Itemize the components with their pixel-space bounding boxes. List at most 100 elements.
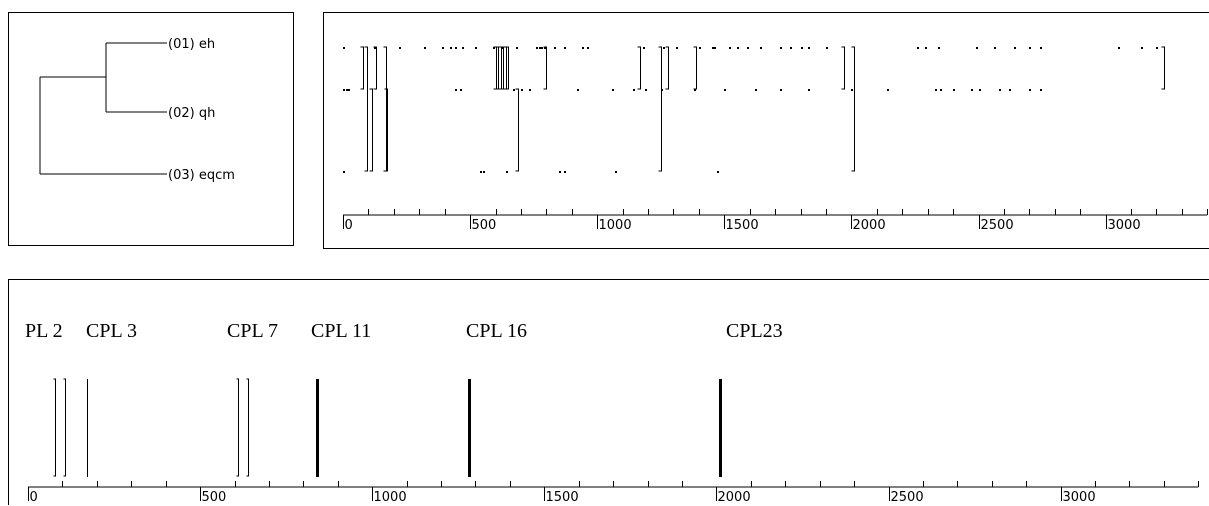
alignment-bracket bbox=[515, 88, 519, 172]
alignment-dot bbox=[1156, 47, 1158, 49]
dendrogram: (01) eh (02) qh (03) eqcm bbox=[39, 37, 235, 183]
alignment-dot bbox=[801, 47, 803, 49]
bottom-axis-tick-label: 2500 bbox=[891, 490, 924, 505]
alignment-dot bbox=[544, 47, 546, 49]
alignment-dot bbox=[737, 47, 739, 49]
alignment-bracket bbox=[693, 46, 697, 90]
alignment-dot bbox=[999, 89, 1001, 91]
alignment-bracket bbox=[373, 46, 377, 90]
bottom-axis-tick-label: 2000 bbox=[718, 490, 751, 505]
alignment-bracket bbox=[658, 46, 662, 172]
alignment-dot bbox=[480, 171, 482, 173]
bottom-axis-tick-label: 1000 bbox=[374, 490, 407, 505]
alignment-dot bbox=[424, 47, 426, 49]
alignment-dot bbox=[483, 171, 485, 173]
top-axis-tick-label: 0 bbox=[345, 218, 353, 233]
leaf-label-qh: (02) qh bbox=[168, 106, 215, 121]
alignment-bracket bbox=[505, 46, 509, 90]
bottom-axis: 0 500 1000 1500 2000 2500 3000 bbox=[28, 481, 1199, 505]
alignment-dot bbox=[1141, 47, 1143, 49]
top-axis-tick-label: 500 bbox=[472, 218, 497, 233]
alignment-dot bbox=[455, 47, 457, 49]
alignment-dot bbox=[645, 89, 647, 91]
alignment-dot bbox=[676, 47, 678, 49]
alignment-dot bbox=[462, 47, 464, 49]
cluster-panel: PL 2 CPL 3 CPL 7 CPL 11 CPL 16 CPL23 0 500 1000… bbox=[8, 279, 1209, 505]
alignment-dot bbox=[780, 89, 782, 91]
top-axis-tick-label: 2500 bbox=[981, 218, 1014, 233]
bottom-axis-tick-label: 0 bbox=[30, 490, 38, 505]
alignment-dot bbox=[615, 171, 617, 173]
alignment-dot bbox=[887, 89, 889, 91]
alignment-dot bbox=[536, 47, 538, 49]
alignment-dot bbox=[1040, 47, 1042, 49]
alignment-dot bbox=[714, 47, 716, 49]
alignment-dot bbox=[506, 171, 508, 173]
alignment-dot bbox=[374, 47, 376, 49]
alignment-dot bbox=[935, 89, 937, 91]
alignment-dot bbox=[938, 47, 940, 49]
alignment-dot bbox=[747, 47, 749, 49]
alignment-dot bbox=[717, 171, 719, 173]
alignment-dot bbox=[460, 89, 462, 91]
alignment-dot bbox=[587, 47, 589, 49]
alignment-dot bbox=[729, 47, 731, 49]
alignment-dot bbox=[346, 89, 348, 91]
alignment-dot bbox=[1118, 47, 1120, 49]
alignment-dot bbox=[760, 47, 762, 49]
alignment-dot bbox=[755, 89, 757, 91]
alignment-dot bbox=[1009, 89, 1011, 91]
alignment-dot bbox=[612, 89, 614, 91]
alignment-dot bbox=[348, 89, 350, 91]
alignment-dot bbox=[1040, 89, 1042, 91]
alignment-dot bbox=[808, 47, 810, 49]
alignment-dot bbox=[917, 47, 919, 49]
alignment-dot bbox=[1029, 47, 1031, 49]
alignment-dot bbox=[577, 89, 579, 91]
alignment-dot bbox=[455, 89, 457, 91]
alignment-dot bbox=[529, 89, 531, 91]
top-axis: 0 500 1000 1500 2000 2500 3000 bbox=[343, 209, 1208, 233]
alignment-bracket bbox=[637, 46, 641, 90]
alignment-dot bbox=[399, 47, 401, 49]
alignment-dot bbox=[564, 47, 566, 49]
bottom-axis-tick-label: 3000 bbox=[1063, 490, 1096, 505]
alignment-bracket bbox=[665, 46, 669, 90]
alignment-dot bbox=[808, 89, 810, 91]
alignment-dot bbox=[516, 47, 518, 49]
alignment-dot bbox=[724, 89, 726, 91]
alignment-dot bbox=[1029, 89, 1031, 91]
alignment-bracket bbox=[364, 46, 368, 172]
alignment-panel: 0 500 1000 1500 2000 2500 3000 bbox=[323, 12, 1209, 249]
alignment-dot bbox=[851, 89, 853, 91]
alignment-bracket bbox=[503, 46, 507, 90]
cluster-bracket bbox=[236, 378, 239, 477]
alignment-dot bbox=[582, 47, 584, 49]
alignment-dot bbox=[643, 47, 645, 49]
dendrogram-branches bbox=[39, 42, 167, 175]
alignment-dot bbox=[979, 89, 981, 91]
top-axis-tick-label: 1500 bbox=[726, 218, 759, 233]
alignment-dot bbox=[976, 47, 978, 49]
alignment-bracket bbox=[495, 46, 499, 90]
alignment-bracket bbox=[493, 46, 497, 90]
alignment-dot bbox=[780, 47, 782, 49]
cluster-map: 0 500 1000 1500 2000 2500 3000 bbox=[28, 378, 1199, 505]
alignment-dot bbox=[475, 47, 477, 49]
bottom-axis-tick-label: 500 bbox=[202, 490, 227, 505]
cluster-label: CPL 11 bbox=[311, 320, 372, 342]
alignment-dot bbox=[971, 89, 973, 91]
alignment-bracket bbox=[383, 46, 387, 172]
top-axis-tick-label: 3000 bbox=[1108, 218, 1141, 233]
alignment-map: 0 500 1000 1500 2000 2500 3000 bbox=[343, 46, 1208, 233]
alignment-dot bbox=[663, 47, 665, 49]
alignment-dot bbox=[343, 89, 345, 91]
alignment-bracket bbox=[369, 88, 373, 172]
alignment-dot bbox=[343, 171, 345, 173]
bottom-axis-tick-label: 1500 bbox=[546, 490, 579, 505]
cluster-label: CPL 16 bbox=[466, 320, 527, 342]
alignment-dot bbox=[564, 171, 566, 173]
alignment-dot bbox=[513, 89, 515, 91]
alignment-dot bbox=[343, 47, 345, 49]
alignment-dot bbox=[633, 89, 635, 91]
